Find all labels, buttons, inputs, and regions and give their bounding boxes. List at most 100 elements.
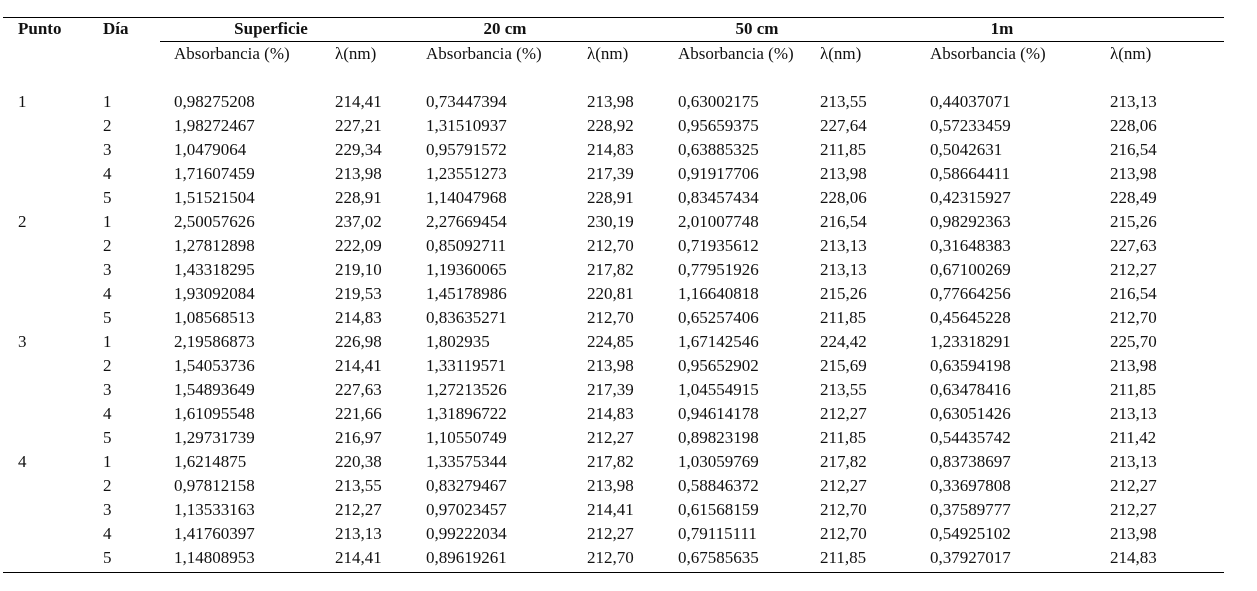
punto-cell: 4 [18, 452, 27, 471]
cell: 213,98 [1110, 164, 1157, 183]
subheader: λ(nm) [335, 44, 377, 63]
cell: 226,98 [335, 332, 382, 351]
cell: 215,26 [1110, 212, 1157, 231]
cell: 214,83 [335, 308, 382, 327]
group-header: 1m [990, 19, 1014, 38]
cell: 0,94614178 [678, 404, 759, 423]
cell: 1,45178986 [426, 284, 507, 303]
cell: 230,19 [587, 212, 634, 231]
cell: 212,27 [587, 524, 634, 543]
cell: 0,79115111 [678, 524, 757, 543]
punto-cell: 3 [18, 332, 27, 351]
cell: 0,95659375 [678, 116, 759, 135]
cell: 212,27 [1110, 476, 1157, 495]
cell: 221,66 [335, 404, 382, 423]
cell: 213,98 [335, 164, 382, 183]
cell: 216,54 [1110, 140, 1157, 159]
cell: 215,69 [820, 356, 867, 375]
cell: 4 [103, 524, 112, 543]
cell: 0,63594198 [930, 356, 1011, 375]
group-header: 50 cm [735, 19, 779, 38]
cell: 5 [103, 428, 112, 447]
cell: 211,85 [820, 548, 867, 567]
cell: 1 [103, 92, 112, 111]
cell: 214,83 [587, 404, 634, 423]
cell: 213,13 [820, 260, 867, 279]
cell: 0,37927017 [930, 548, 1011, 567]
cell: 228,91 [335, 188, 382, 207]
cell: 1,802935 [426, 332, 490, 351]
cell: 229,34 [335, 140, 382, 159]
cell: 212,27 [820, 404, 867, 423]
cell: 1,08568513 [174, 308, 255, 327]
cell: 211,85 [820, 428, 867, 447]
cell: 211,85 [820, 140, 867, 159]
cell: 213,98 [587, 476, 634, 495]
cell: 2 [103, 116, 112, 135]
cell: 237,02 [335, 212, 382, 231]
cell: 213,13 [1110, 452, 1157, 471]
cell: 1,0479064 [174, 140, 247, 159]
cell: 213,13 [1110, 404, 1157, 423]
cell: 1,16640818 [678, 284, 759, 303]
cell: 0,83279467 [426, 476, 507, 495]
cell: 4 [103, 404, 112, 423]
cell: 1,51521504 [174, 188, 255, 207]
cell: 0,58846372 [678, 476, 759, 495]
cell: 1,27213526 [426, 380, 507, 399]
cell: 216,54 [820, 212, 867, 231]
cell: 0,98292363 [930, 212, 1011, 231]
cell: 212,70 [587, 308, 634, 327]
cell: 211,85 [1110, 380, 1157, 399]
cell: 212,70 [820, 500, 867, 519]
cell: 227,63 [335, 380, 382, 399]
cell: 0,65257406 [678, 308, 759, 327]
cell: 0,58664411 [930, 164, 1011, 183]
cell: 0,83457434 [678, 188, 759, 207]
subheader: Absorbancia (%) [678, 44, 794, 63]
cell: 1,27812898 [174, 236, 255, 255]
cell: 222,09 [335, 236, 382, 255]
cell: 225,70 [1110, 332, 1157, 351]
cell: 213,13 [820, 236, 867, 255]
cell: 5 [103, 188, 112, 207]
cell: 211,85 [820, 308, 867, 327]
top-rule [3, 17, 1224, 18]
cell: 2,19586873 [174, 332, 255, 351]
cell: 213,98 [587, 92, 634, 111]
cell: 212,70 [1110, 308, 1157, 327]
cell: 1,33119571 [426, 356, 507, 375]
cell: 0,83738697 [930, 452, 1011, 471]
cell: 214,83 [587, 140, 634, 159]
cell: 213,13 [335, 524, 382, 543]
cell: 0,63885325 [678, 140, 759, 159]
cell: 2 [103, 476, 112, 495]
cell: 1,23318291 [930, 332, 1011, 351]
cell: 0,77664256 [930, 284, 1011, 303]
cell: 2,01007748 [678, 212, 759, 231]
cell: 1,54053736 [174, 356, 255, 375]
cell: 0,89823198 [678, 428, 759, 447]
cell: 1 [103, 212, 112, 231]
cell: 214,41 [335, 92, 382, 111]
cell: 212,27 [1110, 500, 1157, 519]
bottom-rule [3, 572, 1224, 573]
cell: 1,23551273 [426, 164, 507, 183]
cell: 1,98272467 [174, 116, 255, 135]
cell: 0,54925102 [930, 524, 1011, 543]
punto-cell: 2 [18, 212, 27, 231]
cell: 214,41 [335, 548, 382, 567]
cell: 215,26 [820, 284, 867, 303]
cell: 219,53 [335, 284, 382, 303]
cell: 217,82 [587, 260, 634, 279]
cell: 0,77951926 [678, 260, 759, 279]
cell: 4 [103, 164, 112, 183]
cell: 1,10550749 [426, 428, 507, 447]
cell: 0,89619261 [426, 548, 507, 567]
cell: 213,98 [1110, 524, 1157, 543]
cell: 227,63 [1110, 236, 1157, 255]
group-rule [160, 41, 1224, 42]
cell: 1,43318295 [174, 260, 255, 279]
cell: 0,91917706 [678, 164, 759, 183]
cell: 217,82 [587, 452, 634, 471]
